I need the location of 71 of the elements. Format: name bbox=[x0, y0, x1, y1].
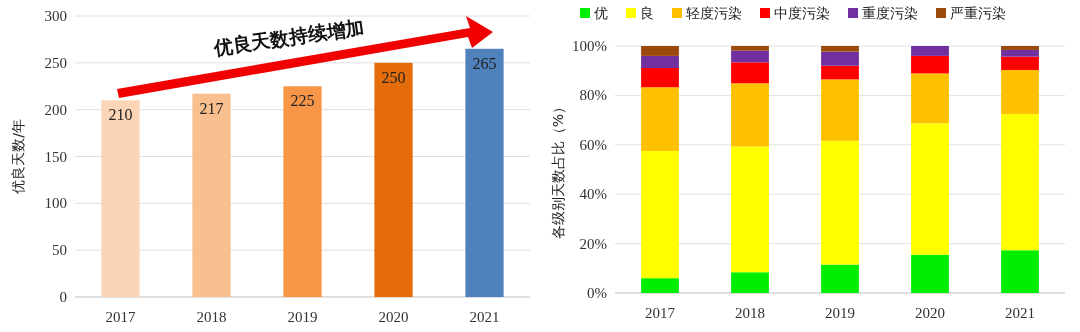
bar bbox=[641, 67, 679, 88]
bar bbox=[731, 62, 769, 84]
y-tick-label: 50 bbox=[52, 242, 67, 259]
bar bbox=[283, 86, 322, 297]
bar bbox=[1001, 49, 1039, 57]
x-tick-label: 2020 bbox=[915, 305, 945, 321]
x-tick-label: 2017 bbox=[105, 309, 136, 325]
y-tick-label: 20% bbox=[579, 235, 607, 252]
x-tick-label: 2019 bbox=[825, 305, 855, 321]
x-tick-label: 2020 bbox=[378, 309, 409, 325]
x-tick-label: 2021 bbox=[469, 309, 500, 325]
y-tick-label: 40% bbox=[579, 186, 607, 203]
y-tick-label: 60% bbox=[579, 136, 607, 153]
y-tick-label: 150 bbox=[44, 148, 67, 165]
y-tick-label: 0% bbox=[587, 285, 607, 301]
data-label: 250 bbox=[381, 68, 406, 86]
bar bbox=[911, 46, 949, 56]
bar bbox=[821, 65, 859, 80]
data-label: 225 bbox=[290, 92, 315, 110]
bar bbox=[821, 51, 859, 66]
bar bbox=[641, 55, 679, 68]
bar bbox=[911, 254, 949, 293]
bar bbox=[911, 55, 949, 74]
bar bbox=[1001, 69, 1039, 114]
y-tick-label: 80% bbox=[579, 87, 607, 104]
bar bbox=[1001, 250, 1039, 293]
legend-label: 优 bbox=[594, 5, 608, 21]
bar bbox=[821, 264, 859, 293]
bar bbox=[731, 50, 769, 63]
data-label: 265 bbox=[472, 54, 497, 72]
bar bbox=[1001, 46, 1039, 50]
legend-label: 中度污染 bbox=[774, 5, 830, 21]
x-tick-label: 2021 bbox=[1005, 305, 1035, 321]
bar bbox=[641, 150, 679, 279]
x-tick-label: 2017 bbox=[645, 305, 676, 321]
data-label: 210 bbox=[108, 106, 133, 124]
bar bbox=[731, 146, 769, 273]
bar bbox=[731, 46, 769, 51]
bar bbox=[374, 62, 413, 297]
annotation: 优良天数持续增加 bbox=[211, 15, 366, 59]
legend-label: 轻度污染 bbox=[686, 5, 742, 21]
bar bbox=[1001, 56, 1039, 70]
y-tick-label: 0 bbox=[59, 289, 67, 305]
y-axis-title: 优良天数/年 bbox=[10, 119, 26, 194]
legend-label: 良 bbox=[640, 5, 654, 21]
y-axis-title: 各级别天数占比（%） bbox=[550, 99, 566, 240]
bar bbox=[821, 46, 859, 52]
bar bbox=[911, 123, 949, 255]
y-tick-label: 300 bbox=[44, 8, 67, 24]
x-tick-label: 2019 bbox=[287, 309, 318, 325]
y-tick-label: 100 bbox=[44, 195, 67, 212]
bar bbox=[731, 272, 769, 293]
bar bbox=[731, 83, 769, 147]
y-tick-label: 200 bbox=[44, 101, 67, 118]
y-tick-label: 250 bbox=[44, 54, 67, 71]
data-label: 217 bbox=[199, 99, 224, 117]
bar bbox=[641, 278, 679, 293]
x-tick-label: 2018 bbox=[196, 309, 227, 325]
bar bbox=[821, 79, 859, 141]
bar bbox=[911, 73, 949, 124]
y-tick-label: 100% bbox=[572, 38, 607, 54]
legend-label: 重度污染 bbox=[862, 5, 918, 21]
bar bbox=[192, 93, 231, 297]
bar bbox=[821, 140, 859, 265]
bar bbox=[101, 100, 140, 297]
x-tick-label: 2018 bbox=[735, 305, 765, 321]
bar bbox=[641, 46, 679, 56]
bar bbox=[465, 48, 504, 297]
bar bbox=[641, 87, 679, 151]
bar bbox=[1001, 113, 1039, 251]
legend-label: 严重污染 bbox=[950, 5, 1006, 21]
